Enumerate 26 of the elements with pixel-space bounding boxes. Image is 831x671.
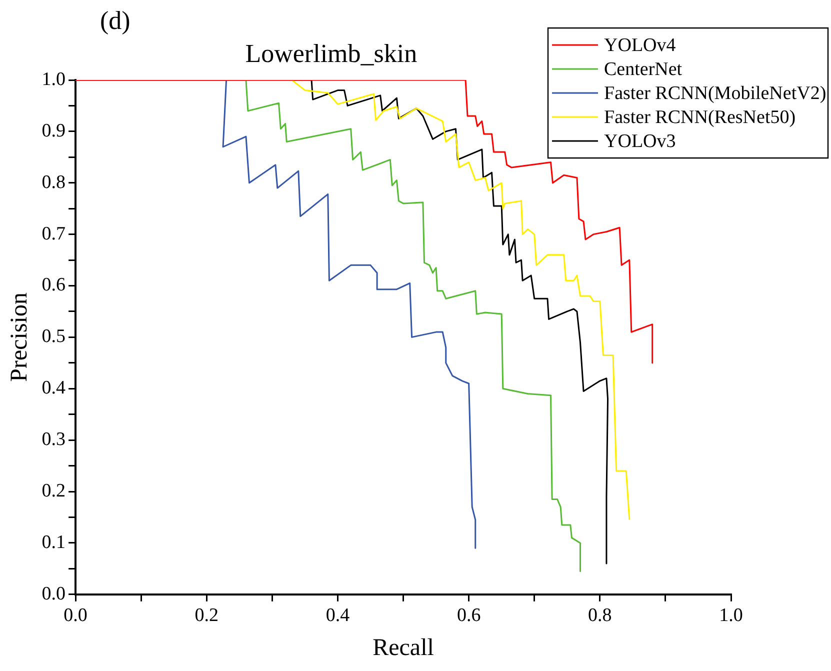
- legend-label: Faster RCNN(MobileNetV2): [604, 82, 826, 104]
- x-axis-title: Recall: [372, 634, 434, 661]
- legend-label: CenterNet: [604, 58, 683, 80]
- x-tick-label: 0.0: [64, 604, 88, 626]
- legend-label: Faster RCNN(ResNet50): [604, 106, 796, 128]
- y-tick-label: 0.8: [42, 172, 66, 193]
- y-tick-label: 0.4: [42, 378, 66, 399]
- chart-title: Lowerlimb_skin: [245, 38, 418, 68]
- y-tick-label: 0.6: [42, 274, 66, 296]
- x-tick-label: 0.6: [456, 604, 481, 626]
- legend-label: YOLOv4: [604, 34, 676, 56]
- y-axis-title: Precision: [6, 292, 33, 382]
- y-tick-label: 0.2: [42, 480, 66, 502]
- x-tick-label: 1.0: [719, 604, 743, 626]
- y-tick-label: 0.5: [42, 326, 66, 348]
- x-tick-label: 0.8: [588, 604, 612, 626]
- y-tick-label: 0.3: [42, 429, 66, 450]
- y-tick-label: 0.1: [42, 532, 66, 553]
- x-tick-label: 0.2: [194, 604, 219, 626]
- y-tick-label: 0.9: [42, 120, 66, 142]
- legend-label: YOLOv3: [604, 130, 676, 152]
- y-tick-label: 0.7: [42, 223, 66, 244]
- text: (d): [100, 6, 130, 35]
- y-tick-label: 0.0: [42, 583, 66, 604]
- x-tick-label: 0.4: [326, 604, 350, 626]
- y-tick-label: 1.0: [42, 68, 66, 90]
